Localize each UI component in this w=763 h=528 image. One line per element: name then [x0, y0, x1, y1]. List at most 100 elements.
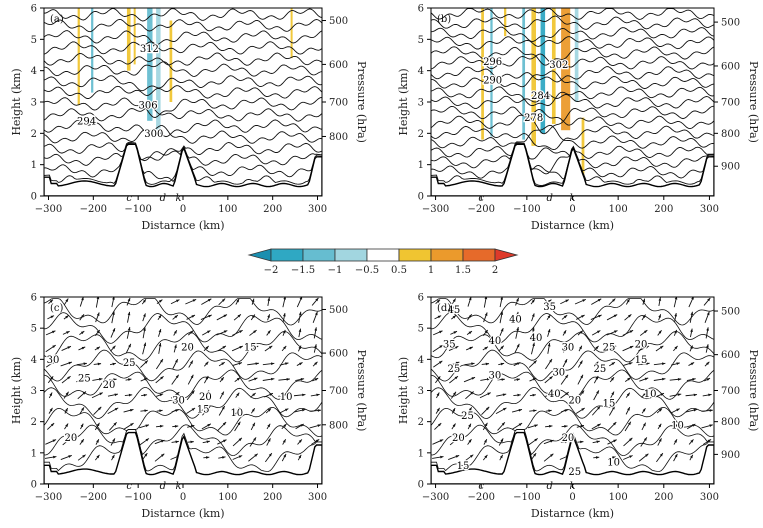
wind-vector: [463, 376, 476, 383]
wind-vector: [593, 456, 600, 459]
colorbar-over-arrow: [494, 248, 519, 262]
wind-vector: [529, 409, 537, 413]
wind-vector: [311, 297, 319, 306]
wind-vector: [624, 314, 632, 321]
wind-vector: [563, 344, 567, 353]
colorbar-segment: [366, 248, 400, 262]
wind-vector: [262, 377, 275, 381]
wind-vector: [48, 407, 53, 414]
wind-vector: [496, 393, 507, 397]
wind-vector: [279, 408, 289, 414]
wind-vector: [465, 454, 474, 461]
wind-vector: [655, 392, 665, 398]
wind-vector: [217, 421, 227, 431]
wind-vector: [531, 313, 535, 322]
isentrope-10: [431, 70, 714, 90]
wind-vector: [170, 299, 180, 305]
isentrope-13: [44, 30, 322, 46]
wind-vector: [701, 424, 713, 429]
contour-label: 15: [244, 342, 257, 353]
colorbar-tick-label: 1.5: [455, 265, 471, 276]
colorbar-segment: [302, 248, 336, 262]
colorbar-tick-label: 1: [428, 265, 434, 276]
wind-vector: [267, 314, 271, 321]
wind-vector: [186, 407, 196, 414]
speed-contour-6: [431, 330, 714, 363]
terrain: [431, 143, 714, 196]
plot-area: 45 35 40 35 40 40 30 25 20 25 30 30 25 15 40 20 15 10 25 20…: [431, 297, 714, 484]
isentrope-14: [44, 18, 322, 33]
wind-vector: [309, 424, 322, 429]
y-tick-label: 1: [418, 448, 424, 459]
wind-vector: [591, 298, 602, 305]
x-tick-label: 200: [263, 492, 282, 503]
contour-label: 296: [483, 57, 502, 68]
wind-vector: [201, 423, 212, 430]
speed-contour-3: [44, 387, 322, 419]
wind-vector: [499, 454, 504, 461]
wind-vector: [218, 361, 225, 367]
wind-vector: [640, 392, 647, 398]
wind-vector: [705, 327, 709, 339]
wind-vector: [47, 315, 55, 320]
wind-vector: [107, 407, 119, 415]
wind-vector: [593, 361, 599, 367]
wind-vector: [560, 409, 569, 413]
shading-band-2: [504, 8, 507, 37]
terrain: [44, 431, 322, 484]
pressure-tick-label: 600: [329, 60, 348, 71]
wind-vector: [62, 330, 70, 335]
contour-label: 306: [138, 101, 157, 112]
wind-vector: [109, 378, 117, 381]
wind-vector: [45, 344, 56, 353]
wind-vector: [60, 361, 73, 367]
wind-vector: [95, 312, 100, 323]
shading-band-6: [551, 8, 556, 124]
contour-label: 294: [77, 116, 96, 127]
wind-vector: [140, 409, 148, 413]
y-tick-label: 6: [31, 4, 37, 15]
wind-vector: [657, 438, 662, 446]
isentrope-5: [431, 125, 714, 150]
wind-vector: [482, 329, 489, 336]
wind-vector: [560, 299, 570, 305]
y-tick-label: 2: [418, 129, 424, 140]
wind-vector: [125, 361, 133, 367]
wind-vector: [48, 299, 54, 305]
wind-vector: [701, 409, 713, 412]
wind-vector: [188, 330, 194, 336]
wind-vector: [126, 326, 131, 339]
location-marker: d: [160, 481, 166, 492]
wind-vector: [61, 375, 71, 384]
wind-vector: [95, 439, 100, 445]
y-tick-label: 3: [31, 98, 37, 109]
wind-vector: [593, 375, 599, 384]
wind-vector: [295, 423, 305, 430]
x-tick-label: 100: [609, 204, 628, 215]
wind-vector: [467, 313, 473, 321]
wind-vector: [591, 405, 601, 416]
contour-label: 15: [635, 355, 648, 366]
y-tick-label: 0: [31, 480, 37, 491]
wind-vector: [264, 392, 274, 398]
wind-vector: [140, 377, 148, 382]
wind-vector: [577, 440, 584, 444]
wind-vector: [93, 362, 102, 366]
speed-contour-1: [44, 424, 322, 457]
wind-vector: [479, 392, 491, 399]
speed-contour-4: [44, 369, 322, 400]
contour-label: 20: [568, 395, 581, 406]
x-tick-label: −100: [513, 204, 540, 215]
wind-vector: [250, 422, 256, 431]
wind-vector: [235, 392, 240, 398]
pressure-tick-label: 600: [329, 349, 348, 360]
wind-vector: [657, 329, 662, 336]
y-tick-label: 3: [418, 386, 424, 397]
wind-vector: [593, 390, 600, 401]
wind-vector: [279, 362, 289, 366]
contour-label: 25: [78, 374, 91, 385]
y-tick-label: 6: [31, 293, 37, 304]
shading-band-6: [169, 20, 173, 102]
wind-vector: [172, 358, 179, 370]
wind-vector: [482, 454, 488, 461]
